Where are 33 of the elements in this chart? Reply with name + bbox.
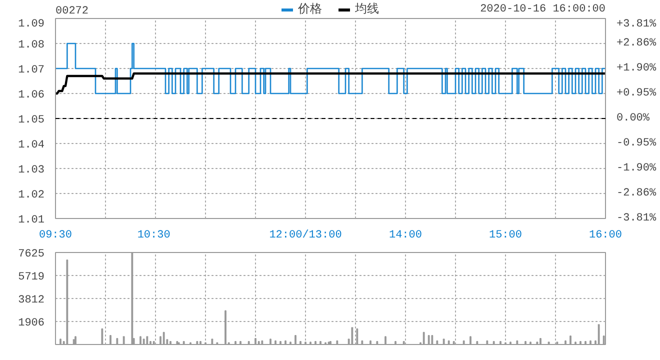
y2-tick-label: -2.86%: [616, 188, 657, 200]
y2-tick-label: +0.95%: [616, 88, 657, 100]
y-tick-label: 5719: [18, 271, 44, 284]
y2-tick-label: -1.90%: [616, 162, 657, 174]
y-tick-label: 1.01: [18, 214, 45, 226]
y-tick-label: 3812: [18, 294, 44, 307]
x-tick-label: 10:30: [137, 230, 170, 242]
y2-tick-label: +3.81%: [616, 18, 657, 30]
y2-tick-label: -0.95%: [616, 137, 657, 150]
line-series: [56, 72, 606, 95]
chart-title: 00272: [56, 6, 89, 18]
x-tick-label: 14:00: [388, 230, 422, 242]
y2-tick-label: 0.00%: [616, 112, 650, 124]
y2-tick-label: +1.90%: [616, 62, 657, 75]
text: 2020-10-16 16:00:00: [480, 4, 606, 16]
x-tick-label: 12:00/13:00: [269, 230, 342, 242]
y-tick-label: 1.02: [18, 190, 44, 202]
y-tick-label: 1.08: [18, 40, 44, 52]
y-tick-label: 7625: [18, 248, 44, 260]
y-tick-label: 1.05: [18, 114, 44, 126]
y2-tick-label: -3.81%: [616, 212, 657, 224]
y-tick-label: 1.07: [18, 64, 44, 76]
legend-label: 价格: [298, 0, 322, 18]
y-tick-label: 1906: [18, 318, 44, 330]
legend-label: 均线: [355, 0, 379, 18]
y-tick-label: 1.03: [18, 164, 44, 176]
x-tick-label: 16:00: [588, 230, 622, 242]
x-tick-label: 09:30: [38, 230, 72, 242]
y-tick-label: 1.06: [18, 90, 44, 102]
y-tick-label: 1.04: [18, 140, 45, 152]
x-tick-label: 15:00: [488, 230, 522, 242]
y-tick-label: 1.09: [18, 18, 44, 30]
y2-tick-label: +2.86%: [616, 37, 657, 50]
